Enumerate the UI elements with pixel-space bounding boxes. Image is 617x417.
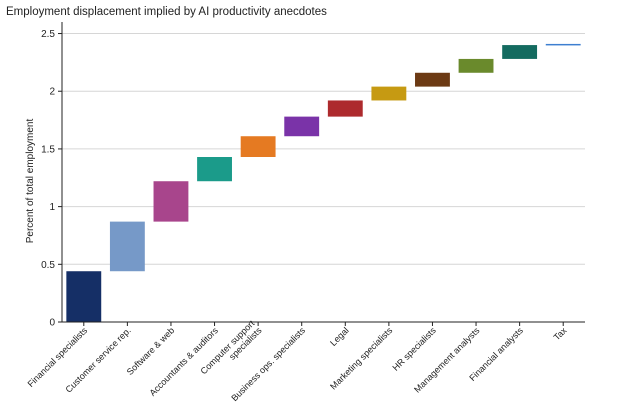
bar (458, 58, 494, 73)
grid-layer (62, 33, 585, 265)
bar (240, 136, 276, 157)
y-tick-label: 2.5 (41, 29, 55, 40)
bar (109, 221, 145, 272)
bar (66, 271, 102, 322)
y-tick-label: 2 (49, 87, 55, 98)
y-tick-label: 0 (49, 318, 55, 329)
x-tick-label: Tax (552, 325, 569, 342)
y-tick-label: 0.5 (41, 260, 55, 271)
bar (502, 45, 538, 59)
bar (415, 72, 450, 87)
bar (153, 181, 189, 222)
y-tick-label: 1 (49, 202, 55, 213)
chart-title: Employment displacement implied by AI pr… (6, 6, 327, 18)
bar (371, 86, 407, 101)
bar (197, 157, 232, 182)
x-tick-label: Legal (328, 325, 351, 348)
bars-layer (66, 43, 581, 322)
bar (545, 43, 581, 46)
y-axis-label: Percent of total employment (25, 119, 36, 244)
bar (327, 100, 363, 117)
bar (284, 116, 320, 137)
x-tick-label: HR specialists (390, 325, 438, 373)
y-tick-label: 1.5 (41, 144, 55, 155)
